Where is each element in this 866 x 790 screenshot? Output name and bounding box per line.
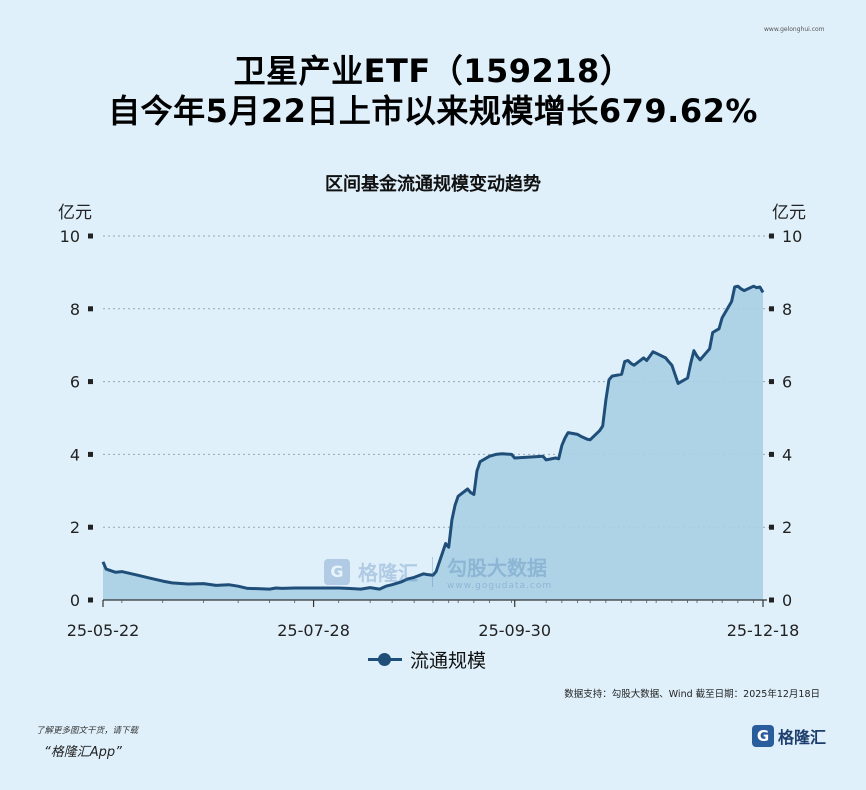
y-tick-label-right-10: 10 <box>782 227 802 246</box>
brand-name: 格隆汇 <box>778 728 827 747</box>
x-tick-label-25-12-18: 25-12-18 <box>727 621 800 640</box>
y-tick-left-2 <box>88 524 93 530</box>
y-tick-left-10 <box>88 233 93 239</box>
watermark-url: www.gogudata.com <box>447 581 553 591</box>
y-tick-left-8 <box>88 306 93 312</box>
brand-url: www.gelonghui.com <box>764 26 825 33</box>
watermark-brand: 格隆汇 <box>358 561 418 585</box>
y-tick-right-2 <box>769 524 774 530</box>
y-tick-label-left-6: 6 <box>70 373 80 392</box>
y-tick-label-left-2: 2 <box>70 518 80 537</box>
y-tick-label-right-0: 0 <box>782 591 792 610</box>
source-note: 数据支持：勾股大数据、Wind 截至日期：2025年12月18日 <box>564 689 820 700</box>
area-fill <box>103 286 763 600</box>
y-tick-right-6 <box>769 379 774 385</box>
y-tick-left-6 <box>88 379 93 385</box>
y-unit-left: 亿元 <box>58 203 92 223</box>
brand-logo: G 格隆汇 <box>752 724 826 748</box>
chart-title: 区间基金流通规模变动趋势 <box>325 174 541 195</box>
legend-marker-icon <box>368 652 402 666</box>
y-tick-right-10 <box>769 233 774 239</box>
x-tick-label-25-09-30: 25-09-30 <box>478 621 551 640</box>
y-tick-left-4 <box>88 451 93 457</box>
y-unit-right: 亿元 <box>772 203 806 223</box>
headline-line-1: 卫星产业ETF（159218） <box>233 52 633 90</box>
y-tick-label-right-8: 8 <box>782 300 792 319</box>
x-tick-label-25-07-28: 25-07-28 <box>277 621 350 640</box>
y-tick-label-left-4: 4 <box>70 445 80 464</box>
watermark-logo-icon: G <box>324 558 350 585</box>
headline-line-2: 自今年5月22日上市以来规模增长679.62% <box>108 92 758 130</box>
axes: 0 0 2 2 4 4 6 6 8 8 10 10 25-05-22 25-07-28 25-09-30 25… <box>60 227 803 640</box>
footer-app-name: “格隆汇App” <box>44 745 122 760</box>
watermark: G 格隆汇 勾股大数据 www.gogudata.com <box>324 552 552 591</box>
y-tick-label-left-10: 10 <box>60 227 80 246</box>
y-tick-label-right-6: 6 <box>782 373 792 392</box>
watermark-partner: 勾股大数据 <box>447 556 547 580</box>
series-line-circulation-size <box>101 284 765 591</box>
x-tick-label-25-05-22: 25-05-22 <box>67 621 140 640</box>
y-tick-right-4 <box>769 451 774 457</box>
legend-label: 流通规模 <box>410 649 487 672</box>
legend: 流通规模 <box>368 645 486 673</box>
y-tick-label-right-2: 2 <box>782 518 792 537</box>
y-tick-label-left-8: 8 <box>70 300 80 319</box>
watermark-divider <box>432 556 433 587</box>
y-tick-left-0 <box>88 597 93 603</box>
y-tick-right-8 <box>769 306 774 312</box>
y-tick-label-right-4: 4 <box>782 445 792 464</box>
footer-prompt: 了解更多图文干货，请下载 <box>36 726 139 736</box>
y-tick-right-0 <box>769 597 774 603</box>
y-tick-label-left-0: 0 <box>70 591 80 610</box>
brand-logo-icon: G <box>752 725 774 747</box>
